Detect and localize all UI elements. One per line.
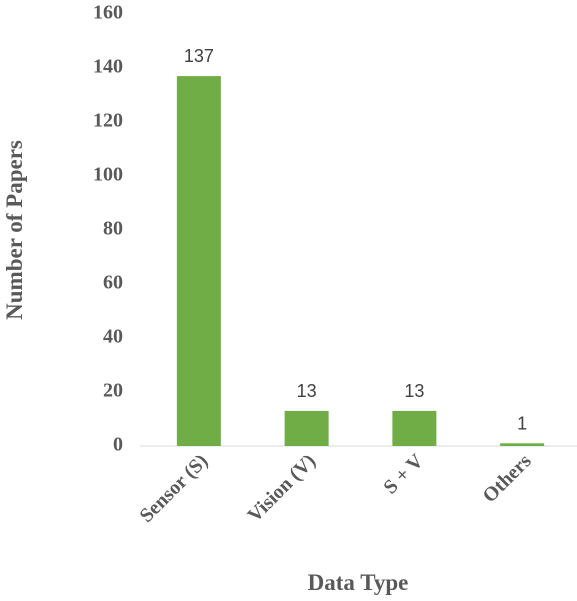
x-axis-title: Data Type bbox=[308, 570, 409, 595]
data-label: 13 bbox=[404, 381, 424, 401]
y-axis-title: Number of Papers bbox=[2, 140, 27, 320]
x-tick-label: Others bbox=[478, 450, 535, 507]
y-tick-label: 160 bbox=[93, 2, 123, 24]
y-tick-label: 120 bbox=[93, 110, 123, 132]
x-tick-label: Sensor (S) bbox=[135, 450, 212, 527]
x-tick-label: Vision (V) bbox=[243, 450, 320, 527]
bar bbox=[392, 410, 437, 446]
y-tick-label: 60 bbox=[103, 272, 123, 294]
y-tick-label: 40 bbox=[103, 326, 123, 348]
y-tick-label: 0 bbox=[113, 434, 123, 456]
y-tick-label: 100 bbox=[93, 164, 123, 186]
y-tick-label: 20 bbox=[103, 380, 123, 402]
bar bbox=[176, 76, 221, 446]
data-label: 137 bbox=[184, 46, 214, 66]
y-tick-label: 140 bbox=[93, 56, 123, 78]
x-tick-label: S + V bbox=[379, 450, 428, 499]
data-label: 1 bbox=[517, 413, 527, 433]
bar bbox=[500, 443, 545, 446]
data-label: 13 bbox=[297, 381, 317, 401]
y-tick-label: 80 bbox=[103, 218, 123, 240]
bar bbox=[284, 410, 329, 446]
